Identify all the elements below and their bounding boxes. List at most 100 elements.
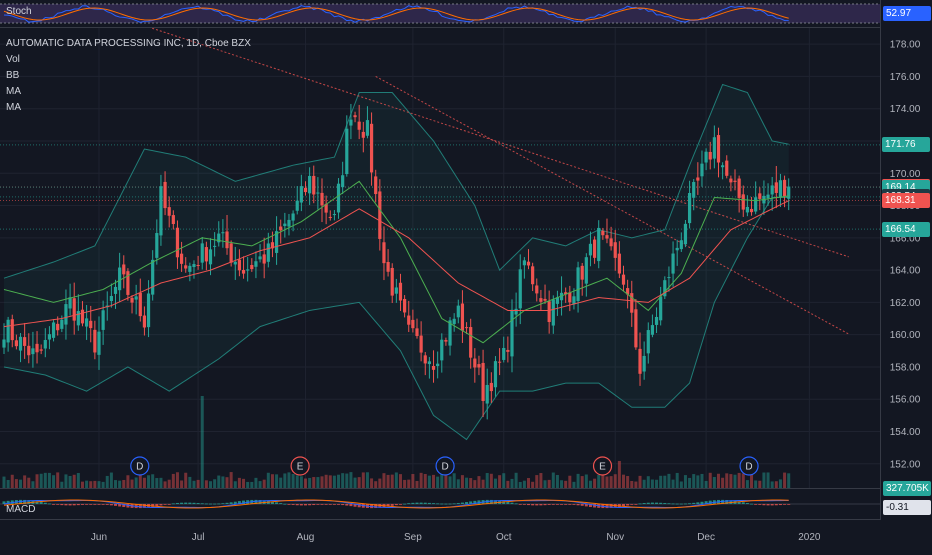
candle-body — [460, 303, 465, 331]
volume-bar — [266, 472, 270, 488]
volume-bar — [262, 479, 266, 488]
macd-histogram-bar — [456, 503, 460, 504]
candle-body — [716, 135, 721, 163]
candle-body — [80, 309, 85, 324]
volume-bar — [783, 472, 787, 488]
indicator-ma-fast[interactable]: MA — [6, 86, 21, 97]
candle-body — [403, 298, 407, 313]
indicator-vol[interactable]: Vol — [6, 54, 20, 65]
volume-bar — [584, 474, 588, 488]
stoch-pane[interactable]: Stoch — [0, 0, 880, 28]
candle-body — [18, 336, 23, 351]
volume-bar — [43, 472, 47, 488]
volume-bar — [456, 479, 460, 488]
macd-histogram-bar — [85, 504, 89, 505]
volume-bar — [419, 472, 423, 488]
price-axis[interactable]: 152.00 154.00 156.00 158.00 160.00 162.00 164.… — [880, 28, 932, 489]
dividend-marker[interactable]: D — [130, 456, 150, 476]
macd-histogram-bar — [93, 504, 97, 505]
macd-histogram-bar — [704, 501, 708, 504]
candle-body — [365, 120, 370, 136]
volume-bar — [485, 473, 489, 488]
ma-slow-line — [3, 200, 789, 328]
candle-body — [754, 197, 758, 212]
candle-body — [68, 297, 72, 309]
macd-histogram-bar — [493, 500, 497, 504]
macd-histogram-bar — [502, 501, 506, 504]
volume-bar — [531, 481, 535, 488]
macd-histogram-bar — [427, 502, 431, 504]
price-pane[interactable]: D E D E D AUTOMATIC DATA PROCESSING INC, 1D,… — [0, 0, 880, 489]
candle-body — [683, 223, 688, 245]
volume-bar — [217, 475, 221, 488]
volume-bar — [370, 478, 374, 488]
candle-body — [642, 355, 646, 372]
dividend-marker[interactable]: D — [739, 456, 759, 476]
volume-bar — [27, 477, 31, 488]
stoch-axis[interactable]: 52.97 — [880, 0, 932, 28]
volume-bar — [498, 475, 502, 488]
candle-body — [361, 131, 365, 138]
time-axis[interactable]: Jun Jul Aug Sep Oct Nov Dec 2020 — [0, 520, 932, 550]
candle-body — [246, 269, 250, 271]
candle-body — [171, 215, 175, 225]
volume-bar — [134, 477, 138, 488]
x-tick-label: Dec — [697, 532, 715, 543]
macd-histogram-bar — [551, 504, 555, 505]
volume-bar — [167, 479, 171, 488]
volume-bar — [213, 479, 217, 488]
macd-histogram-bar — [287, 504, 291, 505]
volume-bar — [93, 480, 97, 488]
macd-axis[interactable]: 327.705K -0.31 — [880, 481, 932, 520]
volume-bar — [465, 477, 469, 488]
x-tick-label: 2020 — [798, 532, 821, 543]
macd-histogram-bar — [787, 504, 791, 505]
macd-histogram-bar — [555, 504, 559, 505]
candle-body — [225, 231, 229, 249]
candle-body — [250, 265, 254, 270]
macd-histogram-bar — [522, 504, 526, 505]
macd-histogram-bar — [708, 500, 712, 504]
volume-bar — [444, 473, 448, 488]
macd-signal-line — [3, 499, 789, 509]
earnings-marker[interactable]: E — [592, 456, 613, 476]
candle-body — [287, 219, 291, 227]
volume-bar — [237, 477, 241, 488]
candle-body — [345, 128, 349, 175]
macd-histogram-bar — [35, 501, 39, 504]
candle-body — [407, 315, 411, 325]
candle-body — [23, 337, 27, 346]
volume-bar — [250, 481, 254, 488]
candle-body — [179, 253, 184, 264]
macd-histogram-bar — [80, 504, 84, 505]
symbol-title[interactable]: AUTOMATIC DATA PROCESSING INC, 1D, Cboe … — [6, 38, 251, 49]
candle-body — [192, 264, 196, 268]
earnings-marker[interactable]: E — [290, 456, 310, 476]
volume-bar — [729, 474, 733, 488]
macd-histogram-bar — [76, 504, 80, 506]
volume-bar — [787, 473, 791, 488]
volume-bar — [473, 480, 477, 488]
candle-body — [708, 151, 712, 160]
indicator-bb[interactable]: BB — [6, 70, 20, 81]
event-letter: E — [297, 462, 304, 473]
candle-body — [56, 323, 60, 331]
main-legend: AUTOMATIC DATA PROCESSING INC, 1D, Cboe … — [6, 36, 251, 116]
macd-histogram-bar — [646, 502, 650, 504]
volume-bar — [109, 472, 113, 488]
volume-bar — [609, 476, 613, 488]
macd-pane[interactable]: MACD — [0, 489, 880, 520]
macd-histogram-bar — [316, 504, 320, 505]
candle-body — [126, 271, 130, 295]
candle-body — [208, 249, 213, 265]
indicator-ma-slow[interactable]: MA — [6, 102, 21, 113]
volume-bar — [626, 476, 630, 488]
candle-body — [770, 185, 774, 195]
candle-body — [64, 304, 68, 325]
candle-body — [134, 296, 138, 300]
dividend-marker[interactable]: D — [435, 456, 455, 476]
volume-bar — [580, 476, 584, 488]
volume-bar — [171, 473, 175, 488]
candle-body — [663, 280, 667, 297]
macd-histogram-bar — [741, 502, 745, 504]
